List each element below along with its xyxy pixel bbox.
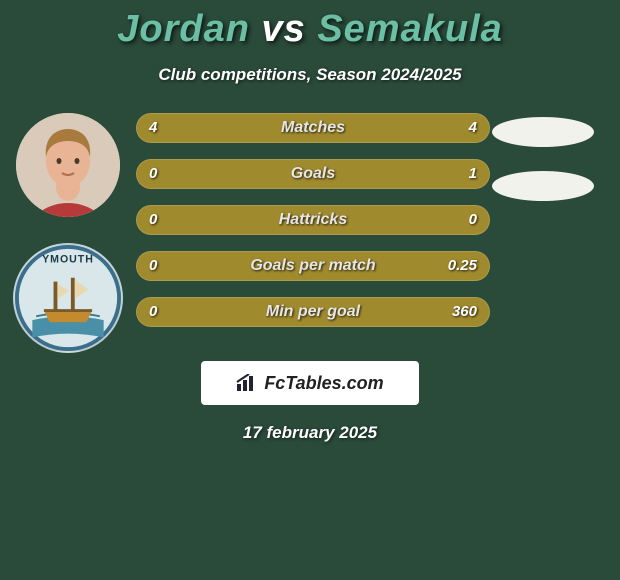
player1-name: Jordan	[117, 8, 250, 50]
badge-svg: YMOUTH	[15, 245, 121, 351]
stat-bar: 00.25Goals per match	[136, 251, 490, 281]
avatar-svg	[16, 113, 120, 217]
player2-name: Semakula	[317, 8, 502, 50]
stat-label: Min per goal	[137, 298, 489, 326]
right-column	[492, 117, 602, 225]
left-column: YMOUTH	[8, 113, 128, 353]
player1-avatar	[16, 113, 120, 217]
page-title: Jordan vs Semakula	[0, 0, 620, 51]
player2-badge-placeholder	[492, 171, 594, 201]
brand-logo: FcTables.com	[201, 361, 419, 405]
stat-bar: 00Hattricks	[136, 205, 490, 235]
chart-icon	[236, 374, 258, 392]
stats-bars: 44Matches 01Goals 00Hattricks 00.25Goals pe…	[136, 113, 490, 327]
stat-bar: 01Goals	[136, 159, 490, 189]
comparison-card: Jordan vs Semakula Club competitions, Se…	[0, 0, 620, 580]
stat-label: Goals	[137, 160, 489, 188]
content-area: YMOUTH 44Matches 01Goals 00Hattricks 00.25G…	[0, 113, 620, 327]
brand-text: FcTables.com	[264, 373, 383, 394]
stat-label: Goals per match	[137, 252, 489, 280]
stat-bar: 44Matches	[136, 113, 490, 143]
svg-text:YMOUTH: YMOUTH	[42, 253, 94, 265]
vs-separator: vs	[261, 8, 305, 50]
player2-avatar-placeholder	[492, 117, 594, 147]
footer-date: 17 february 2025	[0, 423, 620, 443]
stat-label: Matches	[137, 114, 489, 142]
stat-label: Hattricks	[137, 206, 489, 234]
subtitle: Club competitions, Season 2024/2025	[0, 65, 620, 85]
stat-bar: 0360Min per goal	[136, 297, 490, 327]
player1-club-badge: YMOUTH	[13, 243, 123, 353]
